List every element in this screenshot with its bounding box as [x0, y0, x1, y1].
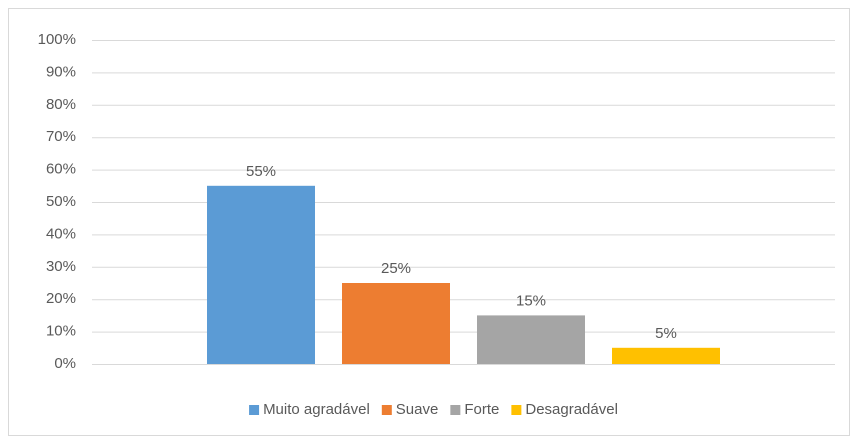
legend-label: Suave — [396, 401, 439, 418]
y-tick-label: 40% — [46, 225, 76, 242]
data-label: 25% — [381, 260, 411, 277]
data-label: 55% — [246, 163, 276, 180]
data-label: 15% — [516, 292, 546, 309]
y-tick-label: 20% — [46, 290, 76, 307]
y-tick-label: 100% — [38, 31, 76, 48]
y-tick-label: 30% — [46, 258, 76, 275]
y-tick-label: 60% — [46, 161, 76, 178]
bar — [207, 185, 315, 364]
bar — [342, 283, 450, 364]
y-tick-label: 10% — [46, 323, 76, 340]
legend-swatch — [450, 405, 461, 415]
legend-label: Forte — [464, 401, 499, 418]
bar — [477, 315, 585, 364]
y-tick-label: 80% — [46, 96, 76, 113]
data-label: 5% — [655, 325, 677, 342]
legend-label: Desagradável — [525, 401, 618, 418]
legend-swatch — [381, 405, 392, 415]
bar — [612, 347, 720, 364]
y-tick-label: 50% — [46, 193, 76, 210]
y-tick-label: 90% — [46, 63, 76, 80]
legend-swatch — [511, 405, 522, 415]
legend-swatch — [249, 405, 260, 415]
y-tick-label: 70% — [46, 128, 76, 145]
y-tick-label: 0% — [54, 355, 76, 372]
legend-label: Muito agradável — [263, 401, 370, 418]
